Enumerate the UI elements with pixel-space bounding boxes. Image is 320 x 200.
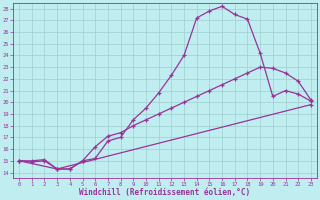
X-axis label: Windchill (Refroidissement éolien,°C): Windchill (Refroidissement éolien,°C) (79, 188, 251, 197)
